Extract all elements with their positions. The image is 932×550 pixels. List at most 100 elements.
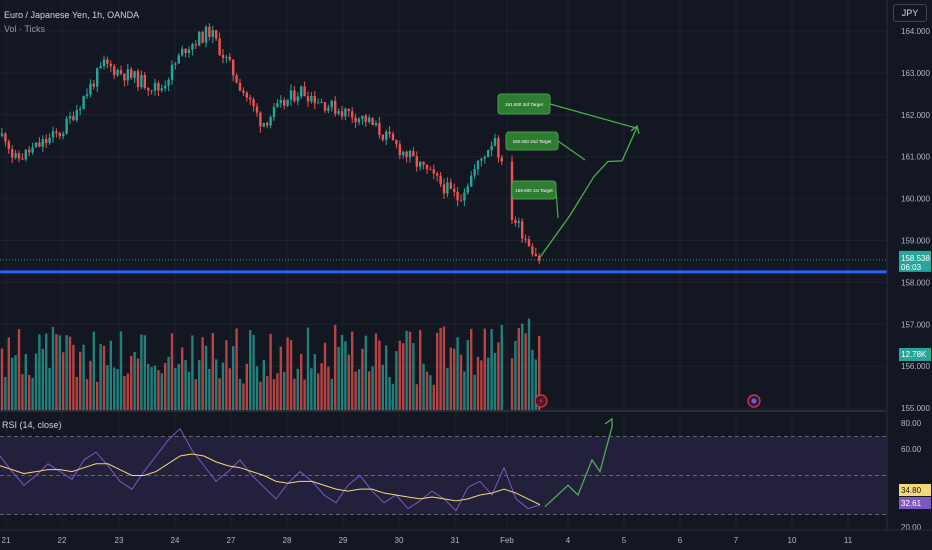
candle bbox=[419, 161, 422, 167]
volume-bar bbox=[442, 326, 446, 410]
volume-bar bbox=[62, 352, 65, 410]
volume-bar bbox=[167, 356, 170, 410]
volume-bar bbox=[160, 373, 163, 410]
rsi-tick-label: 20.00 bbox=[901, 523, 922, 532]
candle bbox=[497, 138, 500, 158]
volume-bar bbox=[473, 374, 476, 410]
volume-bar bbox=[208, 368, 211, 410]
rsi-line bbox=[0, 427, 541, 512]
volume-bar bbox=[419, 329, 422, 410]
time-tick-label: 4 bbox=[566, 536, 571, 545]
candle bbox=[157, 83, 160, 91]
volume-bar bbox=[65, 335, 68, 410]
currency-button[interactable]: JPY bbox=[893, 4, 927, 22]
volume-bar bbox=[334, 325, 337, 410]
volume-bar bbox=[249, 329, 252, 410]
time-tick-label: 10 bbox=[788, 536, 797, 545]
candle bbox=[194, 44, 197, 46]
candle bbox=[133, 71, 136, 78]
time-tick-label: 5 bbox=[622, 536, 627, 545]
candle bbox=[422, 161, 425, 165]
volume-bar bbox=[106, 365, 109, 410]
volume-bar bbox=[140, 334, 143, 410]
volume-bar bbox=[398, 340, 401, 410]
volume-bar bbox=[48, 367, 51, 410]
candle bbox=[364, 115, 367, 122]
volume-bar bbox=[204, 345, 208, 410]
volume-bar bbox=[245, 363, 248, 410]
volume-bar bbox=[143, 335, 146, 410]
volume-bar bbox=[68, 336, 72, 410]
volume-bar bbox=[279, 346, 282, 410]
candle bbox=[119, 69, 123, 74]
volume-bar bbox=[456, 337, 459, 410]
price-tick-label: 163.000 bbox=[901, 69, 930, 78]
candle bbox=[92, 83, 95, 87]
volume-bar bbox=[58, 335, 61, 410]
candle bbox=[187, 49, 191, 54]
symbol-title[interactable]: Euro / Japanese Yen, 1h, OANDA bbox=[4, 10, 140, 20]
candle bbox=[177, 55, 180, 64]
candle bbox=[293, 90, 296, 102]
volume-bar bbox=[425, 371, 429, 410]
candle bbox=[500, 157, 503, 162]
candle bbox=[245, 92, 248, 98]
volume-bar bbox=[453, 348, 456, 410]
volume-bar bbox=[28, 374, 31, 410]
volume-bar bbox=[228, 368, 231, 410]
candle bbox=[140, 75, 143, 87]
candle bbox=[310, 96, 313, 102]
rsi-tag bbox=[899, 497, 931, 509]
calendar-icon-dot bbox=[751, 398, 757, 404]
candle bbox=[28, 149, 31, 153]
volume-bar bbox=[51, 326, 55, 410]
volume-bar bbox=[221, 362, 225, 410]
time-tick-label: Feb bbox=[500, 536, 514, 545]
candle bbox=[283, 99, 286, 106]
candle bbox=[218, 38, 221, 55]
time-tick-label: 23 bbox=[115, 536, 124, 545]
volume-bar bbox=[313, 354, 316, 410]
candle bbox=[327, 107, 330, 111]
candle bbox=[405, 151, 408, 158]
candle bbox=[174, 63, 177, 65]
candle bbox=[7, 141, 10, 150]
volume-bar bbox=[102, 345, 106, 410]
candle bbox=[279, 99, 282, 104]
candle bbox=[204, 26, 208, 43]
time-tick-label: 30 bbox=[395, 536, 404, 545]
volume-bar bbox=[34, 353, 38, 410]
candle bbox=[402, 151, 405, 156]
candle bbox=[235, 75, 238, 83]
candle bbox=[198, 32, 201, 46]
candle bbox=[456, 191, 459, 201]
volume-bar bbox=[269, 333, 272, 410]
candle bbox=[432, 169, 435, 174]
volume-bar bbox=[201, 337, 204, 410]
candle bbox=[41, 139, 44, 147]
candle bbox=[524, 238, 527, 240]
price-tick-label: 159.000 bbox=[901, 237, 930, 246]
volume-bar bbox=[340, 334, 344, 410]
time-tick-label: 27 bbox=[227, 536, 236, 545]
volume-bar bbox=[14, 355, 17, 410]
volume-bar bbox=[147, 363, 150, 410]
rsi-value: 32.61 bbox=[901, 499, 922, 508]
candle bbox=[62, 133, 65, 137]
candle bbox=[476, 160, 480, 170]
candle bbox=[276, 103, 279, 107]
volume-bar bbox=[524, 333, 527, 410]
volume-legend: Vol · Ticks bbox=[4, 24, 46, 34]
price-tick-label: 160.000 bbox=[901, 195, 930, 204]
volume-bar bbox=[449, 347, 452, 410]
candle bbox=[317, 102, 320, 104]
target-box bbox=[497, 93, 551, 115]
volume-bar bbox=[11, 357, 14, 410]
volume-bar bbox=[31, 377, 34, 410]
volume-bar bbox=[211, 332, 214, 410]
candle bbox=[249, 97, 252, 100]
volume-bar bbox=[300, 353, 303, 410]
rsi-projection-path bbox=[544, 426, 613, 508]
volume-bar bbox=[408, 331, 412, 410]
